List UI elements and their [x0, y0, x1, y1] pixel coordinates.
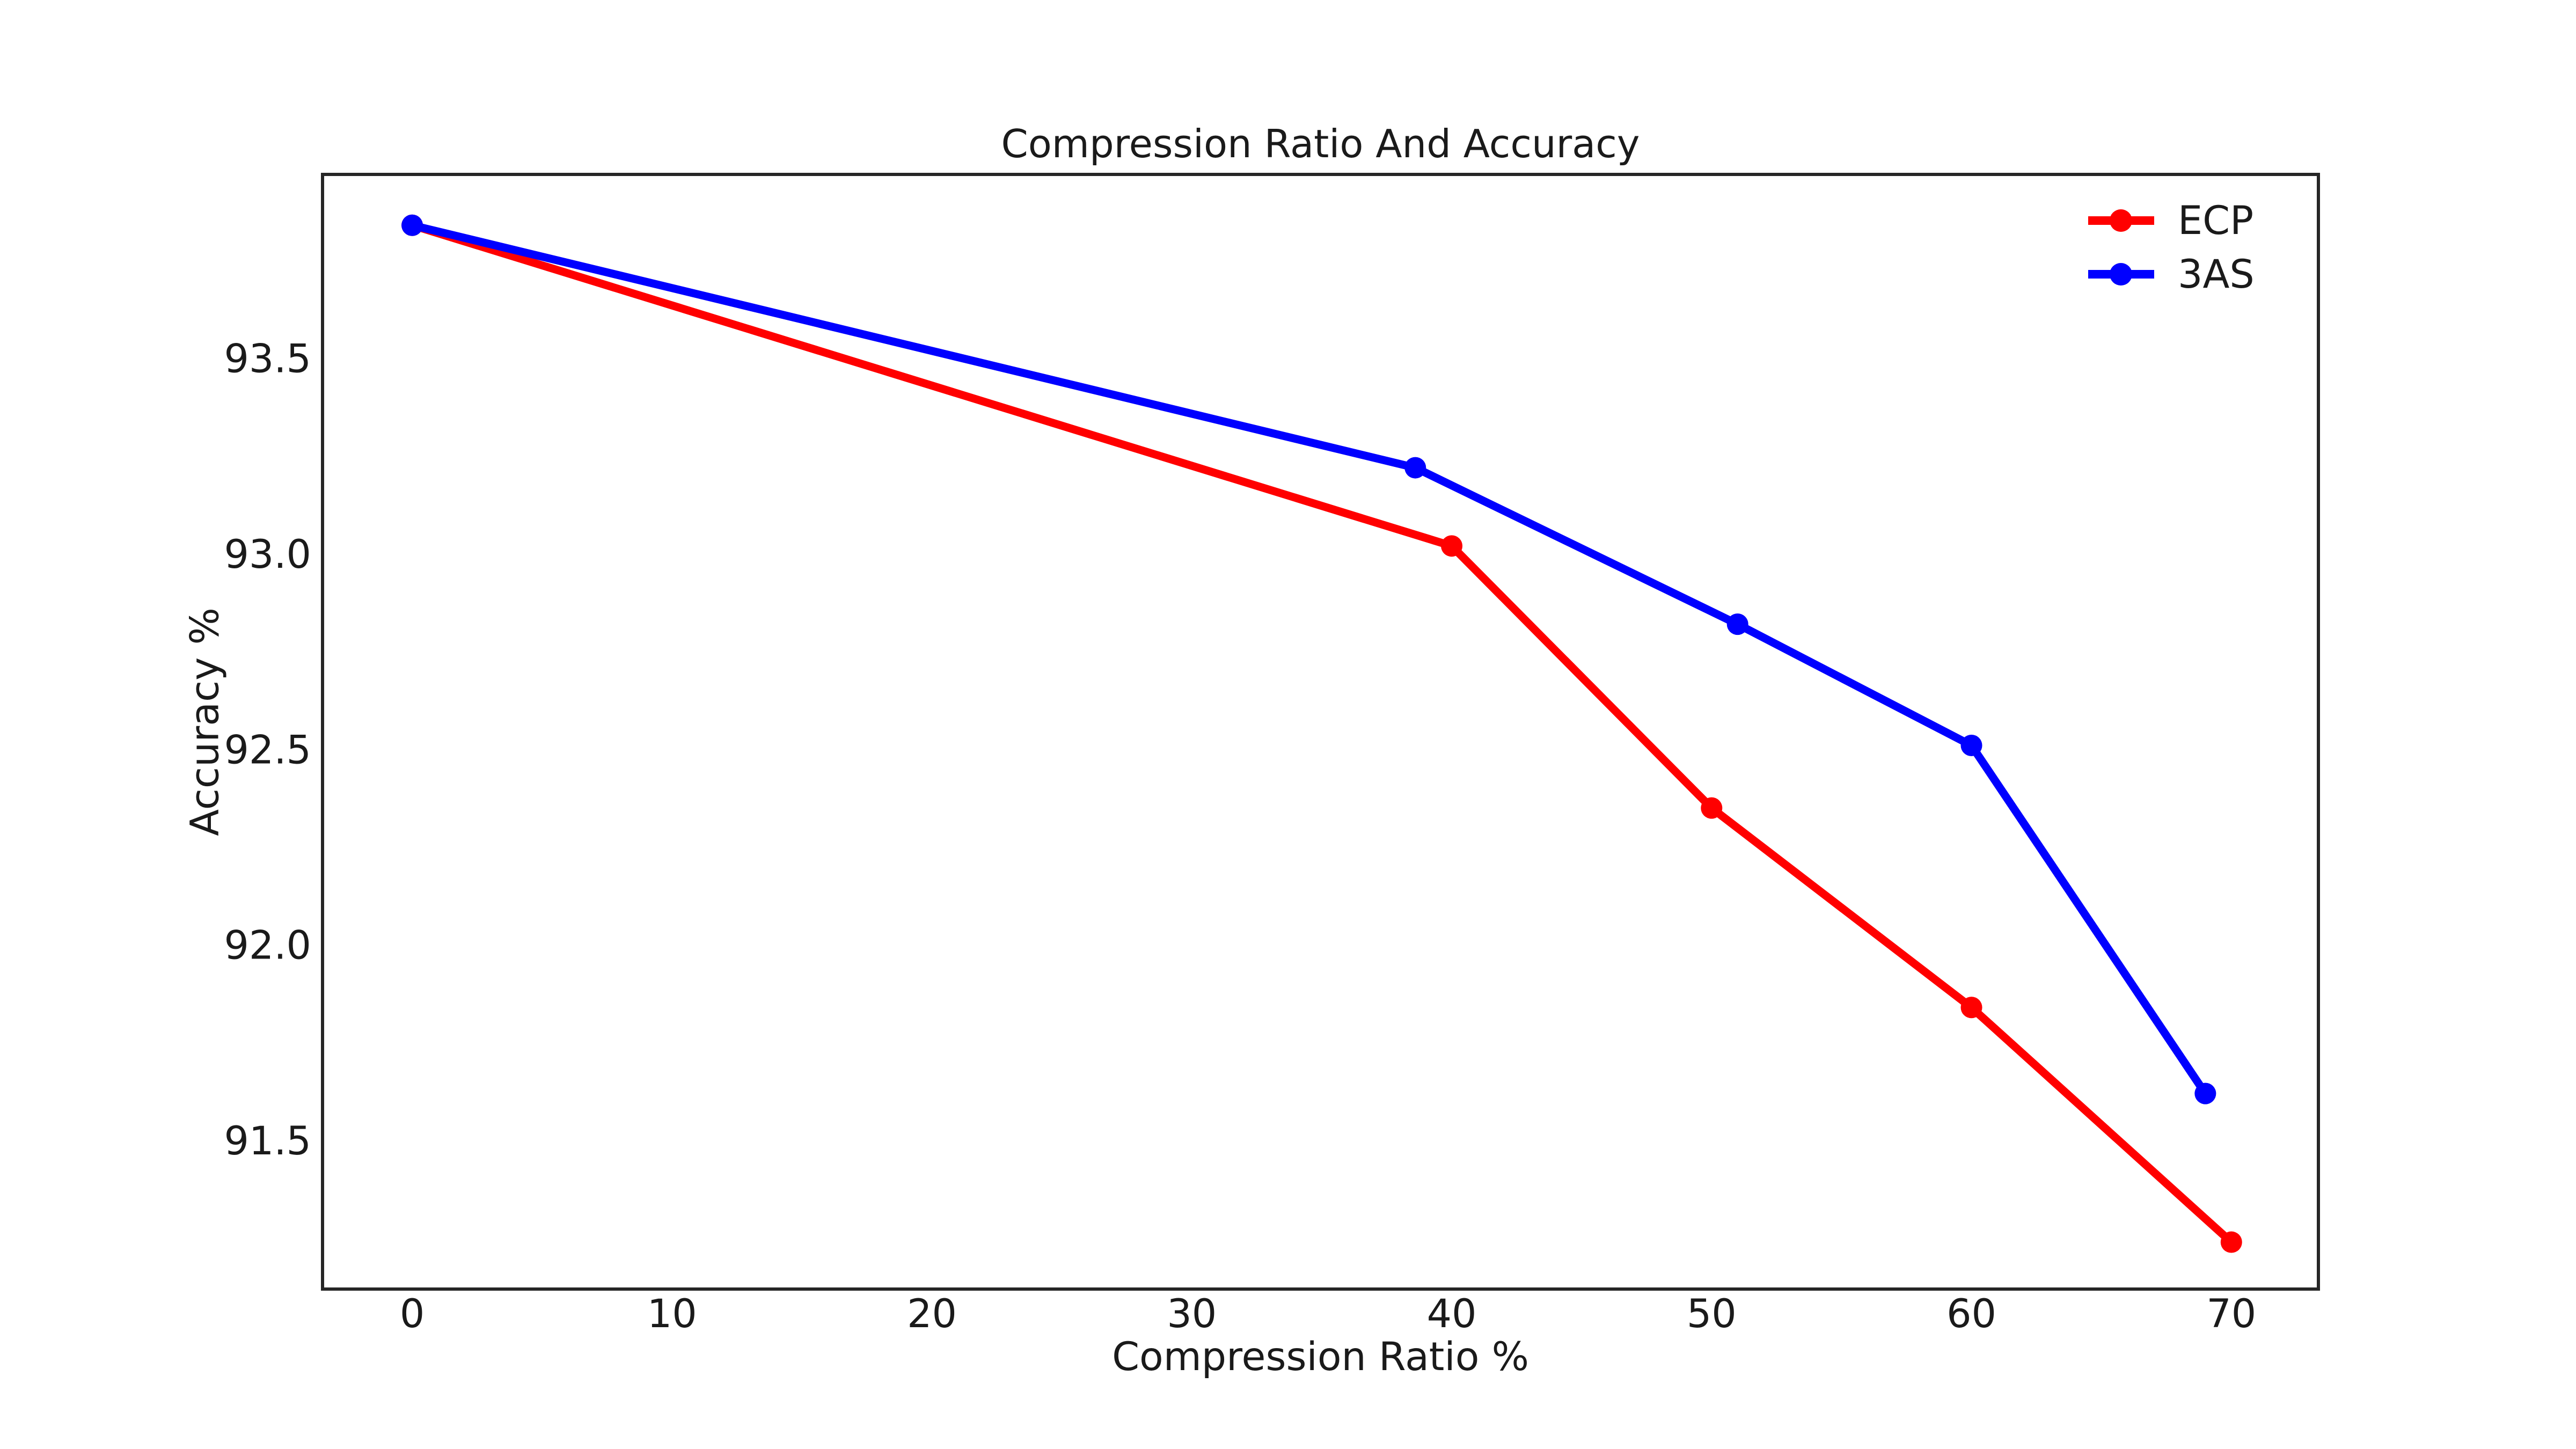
series-line-ecp — [408, 221, 2236, 1247]
y-tick-label: 91.5 — [224, 1118, 311, 1164]
x-tick-label: 0 — [400, 1291, 425, 1337]
x-tick-label: 10 — [647, 1291, 697, 1337]
legend: ECP 3AS — [2085, 194, 2255, 301]
data-point-3as — [1726, 613, 1748, 635]
y-tick-label: 92.5 — [224, 727, 311, 773]
legend-marker-ecp — [2088, 209, 2154, 232]
legend-label-ecp: ECP — [2178, 197, 2254, 244]
legend-marker-3as — [2088, 263, 2154, 286]
legend-item-ecp: ECP — [2085, 194, 2255, 247]
data-point-ecp — [1960, 997, 1982, 1019]
y-tick-label: 93.5 — [224, 336, 311, 382]
data-point-ecp — [2220, 1231, 2242, 1253]
y-tick-label: 93.0 — [224, 532, 311, 577]
data-point-3as — [2194, 1082, 2216, 1104]
x-tick-label: 70 — [2206, 1291, 2256, 1337]
x-tick-label: 40 — [1427, 1291, 1477, 1337]
chart-title: Compression Ratio And Accuracy — [1001, 121, 1640, 166]
x-axis-label: Compression Ratio % — [1112, 1334, 1529, 1380]
series-line-3as — [408, 221, 2209, 1098]
x-tick-label: 60 — [1946, 1291, 1996, 1337]
axes-spines — [321, 173, 2320, 1291]
y-axis-label: Accuracy % — [182, 608, 228, 836]
x-tick-label: 50 — [1687, 1291, 1737, 1337]
data-point-ecp — [1701, 797, 1723, 819]
legend-label-3as: 3AS — [2178, 251, 2255, 297]
data-point-ecp — [1441, 535, 1463, 557]
data-point-3as — [1404, 457, 1426, 479]
data-point-3as — [1960, 735, 1982, 757]
legend-item-3as: 3AS — [2085, 247, 2255, 301]
x-tick-label: 20 — [907, 1291, 957, 1337]
x-tick-label: 30 — [1167, 1291, 1217, 1337]
y-tick-label: 92.0 — [224, 923, 311, 969]
data-point-3as — [401, 214, 423, 236]
